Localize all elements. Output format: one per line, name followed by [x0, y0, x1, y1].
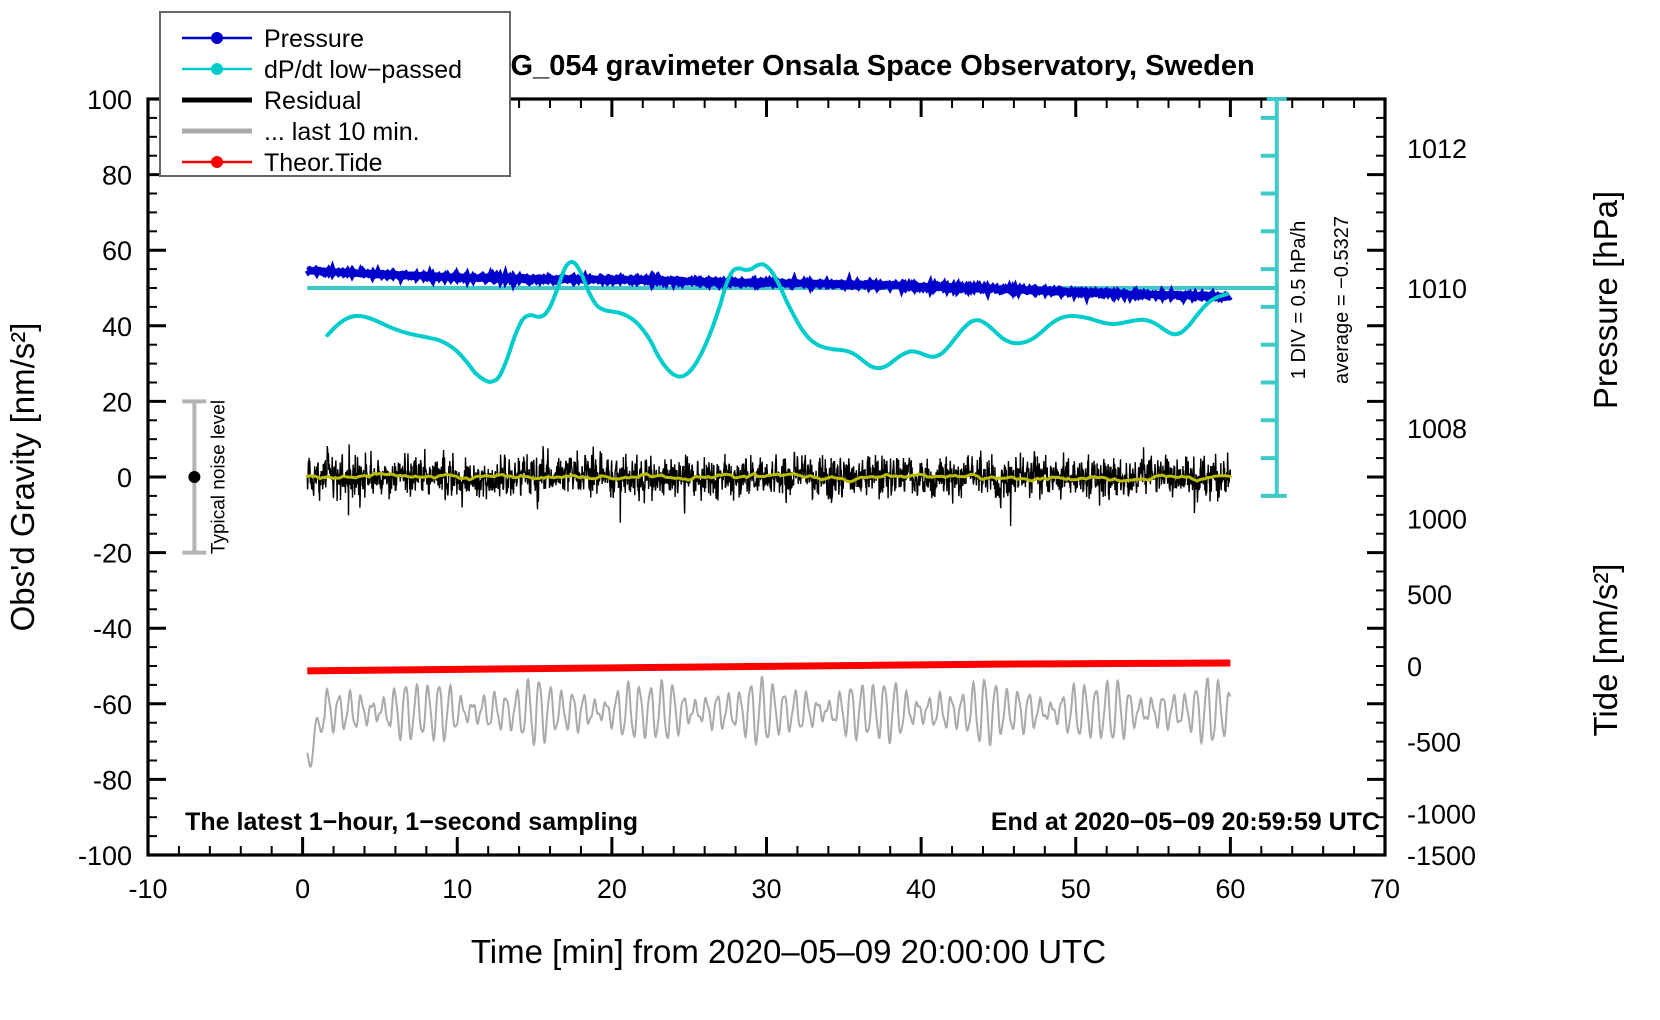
- x-tick-label: 30: [751, 874, 781, 904]
- tide-tick-label: 1000: [1407, 505, 1467, 535]
- x-tick-label: -10: [128, 874, 167, 904]
- dpdt-div-label: 1 DIV = 0.5 hPa/h: [1288, 221, 1310, 379]
- legend-marker-0: [211, 32, 223, 44]
- legend-label-1: dP/dt low−passed: [264, 56, 462, 84]
- footer-right-label: End at 2020−05−09 20:59:59 UTC: [991, 808, 1380, 836]
- tide-tick-label: 0: [1407, 652, 1422, 682]
- y-tick-label: -20: [93, 539, 132, 569]
- legend-label-0: Pressure: [264, 25, 364, 53]
- y-tick-label: 40: [102, 312, 132, 342]
- legend-label-2: Residual: [264, 87, 361, 115]
- x-axis-title: Time [min] from 2020–05–09 20:00:00 UTC: [471, 933, 1106, 970]
- y-tick-label: 20: [102, 387, 132, 417]
- x-tick-label: 40: [906, 874, 936, 904]
- legend-marker-4: [211, 156, 223, 168]
- legend-label-4: Theor.Tide: [264, 149, 383, 177]
- x-tick-label: 70: [1370, 874, 1400, 904]
- legend-marker-1: [211, 63, 223, 75]
- residual-trace: [306, 444, 1232, 527]
- legend-label-3: ... last 10 min.: [264, 118, 420, 146]
- y-tick-label: -40: [93, 614, 132, 644]
- y-tick-label: 100: [87, 85, 132, 115]
- residual-smooth-trace: [305, 471, 1232, 484]
- x-tick-label: 50: [1061, 874, 1091, 904]
- tide-tick-label: 500: [1407, 580, 1452, 610]
- tide-tick-label: -1000: [1407, 799, 1476, 829]
- pressure-trace: [304, 260, 1233, 306]
- y-tick-label: 80: [102, 161, 132, 191]
- y-tick-label: 0: [117, 463, 132, 493]
- footer-left-label: The latest 1−hour, 1−second sampling: [185, 808, 638, 836]
- noise-level-label: Typical noise level: [208, 400, 229, 554]
- dpdt-average-label: average = −0.5327: [1331, 216, 1353, 384]
- pressure-tick-label: 1010: [1407, 274, 1467, 304]
- y-axis-title: Obs'd Gravity [nm/s²]: [4, 323, 41, 632]
- x-tick-label: 60: [1215, 874, 1245, 904]
- y-tick-label: -60: [93, 690, 132, 720]
- pressure-axis-title: Pressure [hPa]: [1587, 191, 1624, 409]
- y-tick-label: -100: [78, 841, 132, 871]
- last10-trace: [306, 675, 1232, 768]
- y-tick-label: 60: [102, 236, 132, 266]
- tide-trace: [307, 659, 1231, 675]
- tide-tick-label: -1500: [1407, 841, 1476, 871]
- x-tick-label: 0: [295, 874, 310, 904]
- x-tick-label: 20: [597, 874, 627, 904]
- x-tick-label: 10: [442, 874, 472, 904]
- chart-title: SCG_054 gravimeter Onsala Space Observat…: [470, 50, 1254, 82]
- y-tick-label: -80: [93, 765, 132, 795]
- pressure-tick-label: 1008: [1407, 414, 1467, 444]
- dpdt-trace: [325, 260, 1230, 384]
- tide-axis-title: Tide [nm/s²]: [1587, 564, 1624, 737]
- noise-center-dot: [188, 471, 201, 483]
- pressure-tick-label: 1012: [1407, 134, 1467, 164]
- tide-tick-label: -500: [1407, 728, 1461, 758]
